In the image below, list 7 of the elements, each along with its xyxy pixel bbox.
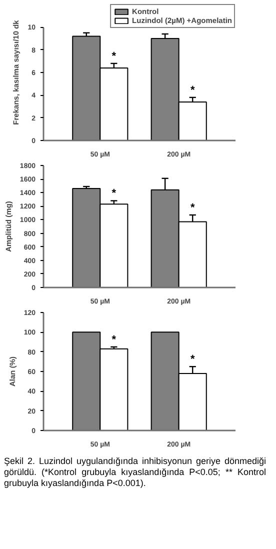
annotation: * — [190, 202, 196, 214]
annotation: * — [112, 334, 117, 346]
annotation: * — [190, 354, 196, 366]
annotation: * — [112, 188, 117, 200]
text: Şekil 2. Luzindol uygulandığında inhibisyonun geriye dönmediği görüldü. (*Kontrol grubuyla kıyaslandığında P<0.05; ** Kontrol grubuyla kıyaslandığında P<0.001). — [4, 456, 266, 488]
annotation: * — [190, 84, 196, 96]
annotation: * — [112, 50, 117, 62]
